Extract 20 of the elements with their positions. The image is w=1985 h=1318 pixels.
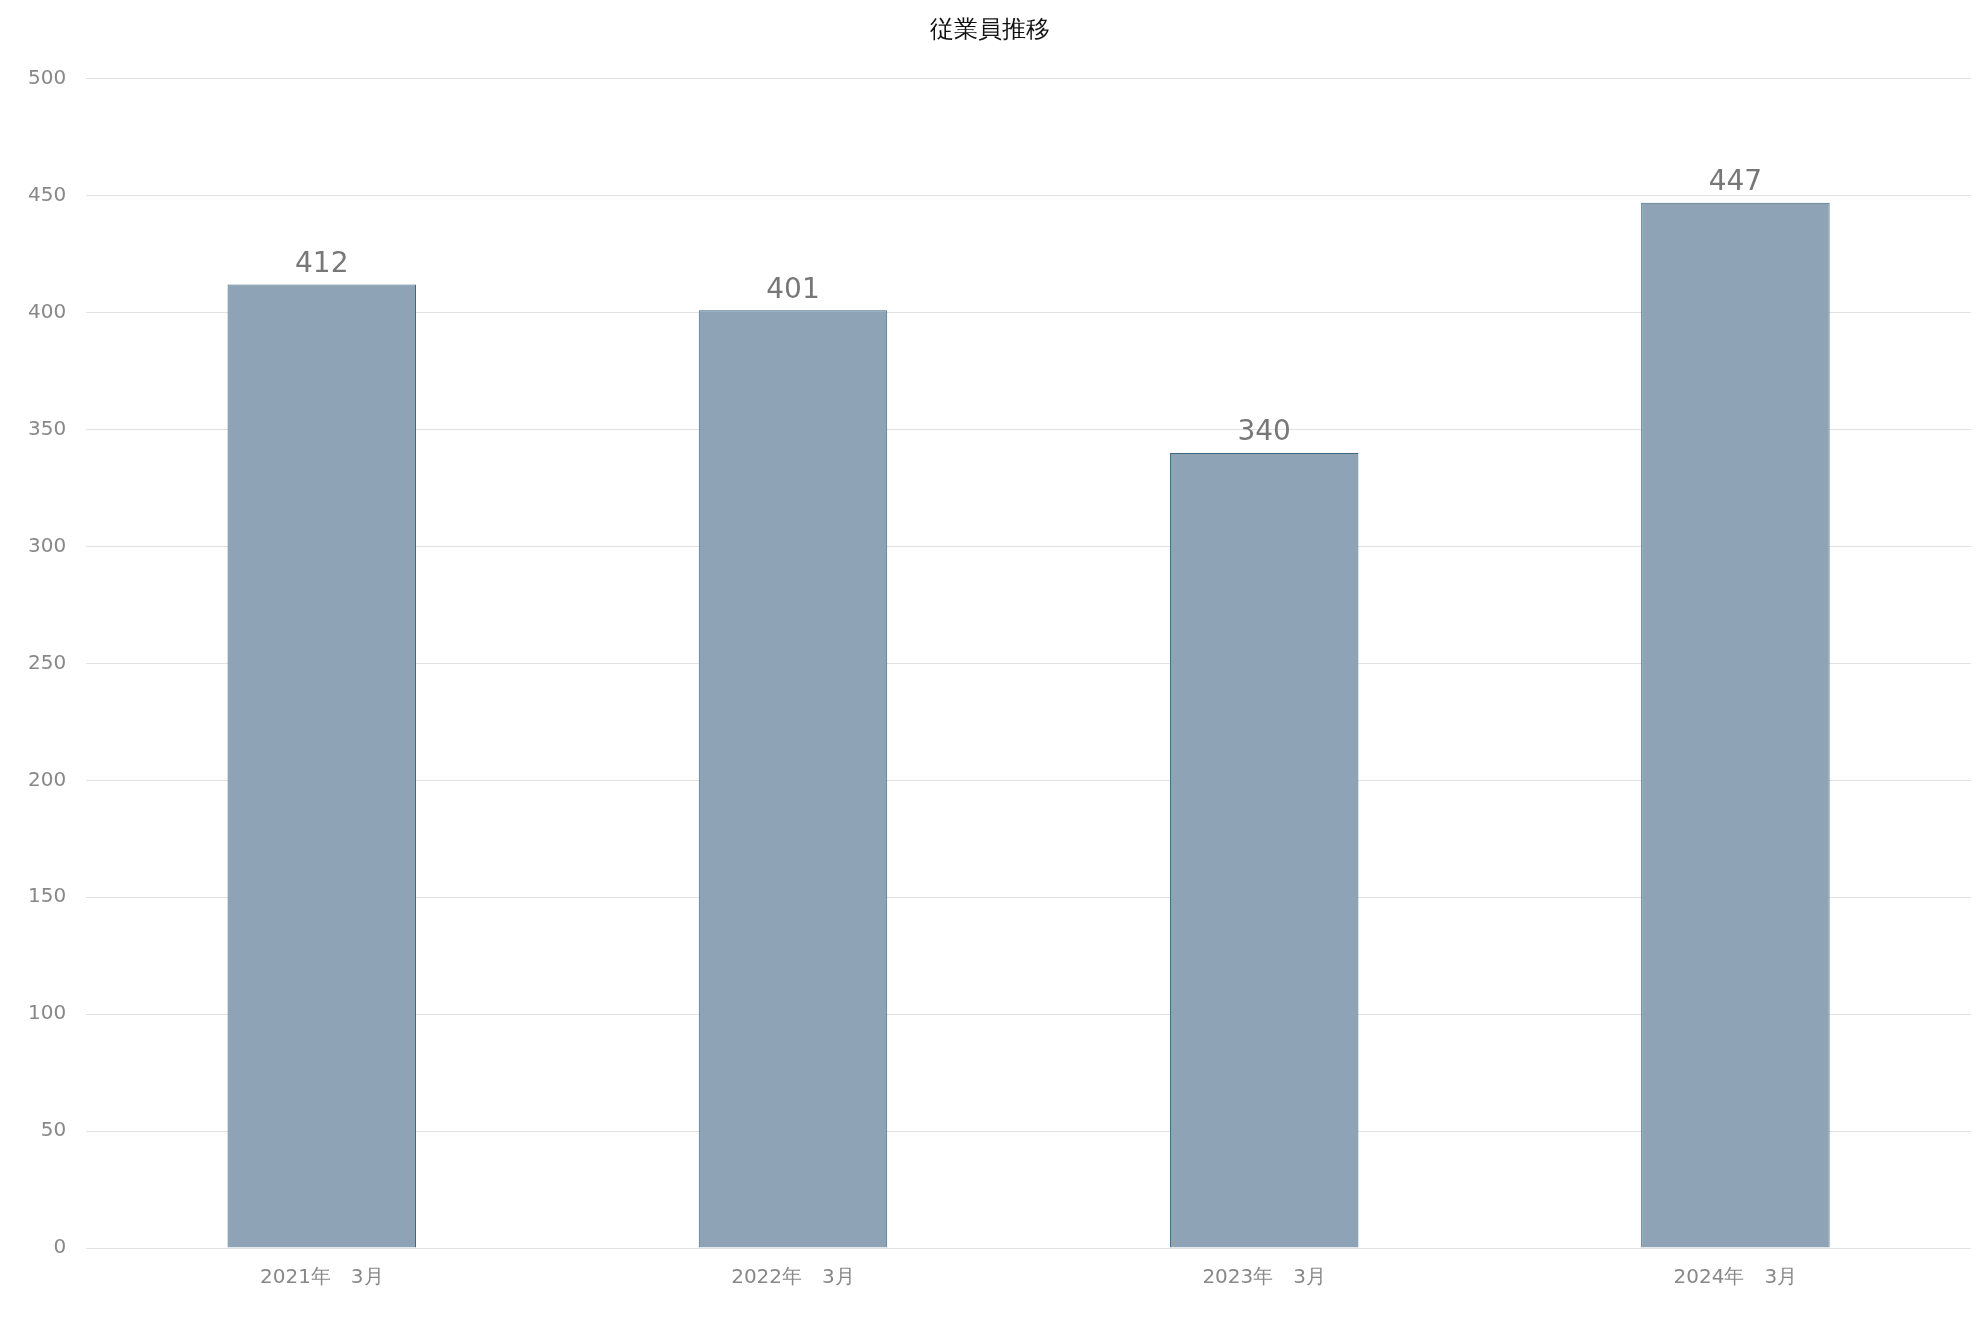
y-tick-label: 100 bbox=[27, 1000, 67, 1025]
y-tick-label: 350 bbox=[27, 415, 67, 440]
data-label: 401 bbox=[766, 271, 820, 305]
y-tick-label: 300 bbox=[27, 532, 67, 557]
data-label: 340 bbox=[1237, 414, 1291, 448]
y-tick-label: 250 bbox=[27, 649, 67, 674]
data-label: 447 bbox=[1708, 164, 1763, 198]
x-tick-label: 2024年 3月 bbox=[1673, 1264, 1798, 1289]
data-label: 412 bbox=[295, 245, 349, 279]
chart-title: 従業員推移 bbox=[929, 14, 1050, 43]
y-tick-label: 200 bbox=[27, 766, 67, 791]
y-tick-label: 450 bbox=[27, 181, 67, 206]
y-tick-label: 0 bbox=[53, 1234, 67, 1259]
y-tick-label: 500 bbox=[27, 65, 67, 89]
x-tick-label: 2022年 3月 bbox=[731, 1264, 855, 1289]
y-tick-label: 400 bbox=[27, 298, 67, 323]
y-tick-label: 150 bbox=[27, 883, 67, 908]
x-tick-label: 2023年 3月 bbox=[1202, 1264, 1326, 1289]
y-tick-label: 50 bbox=[40, 1117, 67, 1142]
x-tick-label: 2021年 3月 bbox=[259, 1264, 384, 1289]
